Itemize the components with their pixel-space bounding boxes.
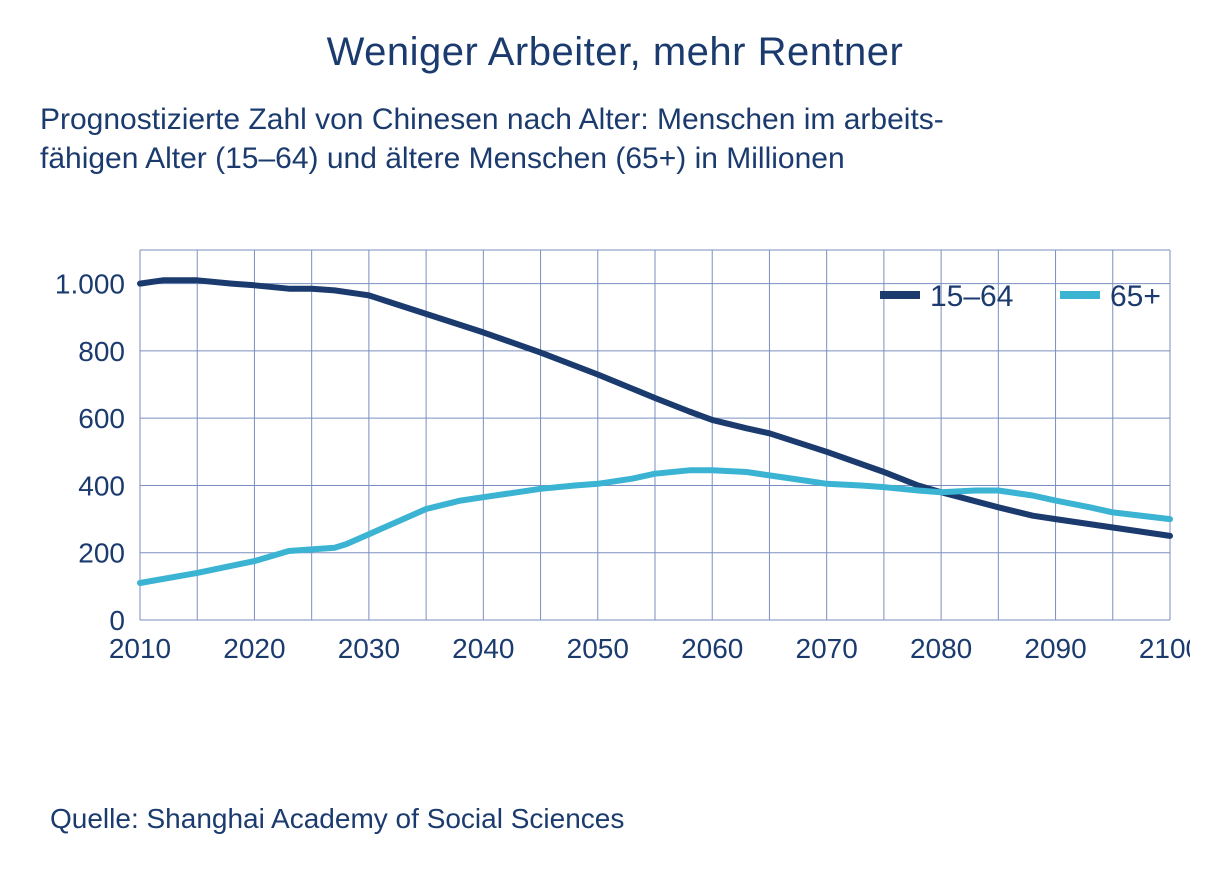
y-tick-label: 200 [78, 538, 125, 569]
y-tick-label: 800 [78, 336, 125, 367]
chart-area: 0 200 400 600 800 1.000 2010 2020 2030 2040 2050 20… [40, 230, 1190, 710]
chart-title: Weniger Arbeiter, mehr Rentner [0, 30, 1230, 75]
x-tick-label: 2050 [567, 633, 629, 664]
chart-source: Quelle: Shanghai Academy of Social Scien… [50, 803, 624, 835]
x-tick-label: 2080 [910, 633, 972, 664]
x-tick-label: 2030 [338, 633, 400, 664]
x-tick-label: 2070 [796, 633, 858, 664]
chart-page: { "title": "Weniger Arbeiter, mehr Rentn… [0, 0, 1230, 870]
y-tick-label: 400 [78, 470, 125, 501]
legend-label-age_15_64: 15–64 [930, 280, 1013, 313]
x-tick-label: 2040 [452, 633, 514, 664]
x-tick-label: 2060 [681, 633, 743, 664]
x-tick-label: 2010 [109, 633, 171, 664]
y-tick-label: 1.000 [55, 269, 125, 300]
x-tick-label: 2090 [1024, 633, 1086, 664]
x-tick-label: 2020 [223, 633, 285, 664]
y-tick-label: 600 [78, 403, 125, 434]
legend-label-age_65_plus: 65+ [1110, 280, 1161, 313]
x-tick-label: 2100 [1139, 633, 1190, 664]
y-tick-label: 0 [109, 605, 125, 636]
chart-subtitle: Prognostizierte Zahl von Chinesen nach A… [40, 100, 1190, 178]
line-chart-svg: 0 200 400 600 800 1.000 2010 2020 2030 2040 2050 20… [40, 230, 1190, 710]
